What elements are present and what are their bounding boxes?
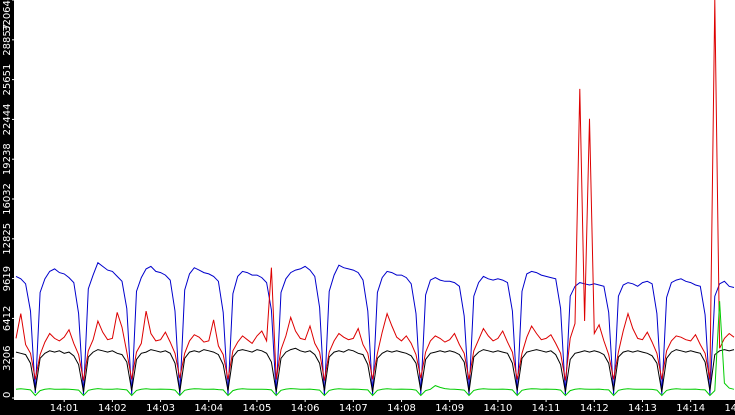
x-tick-label: 14:08	[387, 403, 416, 414]
y-tick-label: 19238	[2, 143, 13, 175]
y-tick-label: 28857	[2, 24, 13, 56]
x-tick-label: 14:12	[580, 403, 609, 414]
y-tick-label: 0	[2, 392, 13, 398]
y-tick-label: 25651	[2, 64, 13, 96]
x-tick-label: 14:07	[339, 403, 368, 414]
x-tick-label: 14:09	[435, 403, 464, 414]
x-tick-label: 14:03	[146, 403, 175, 414]
y-tick-label: 12825	[2, 223, 13, 255]
x-axis-strip	[0, 400, 735, 415]
y-tick-label: 22444	[2, 104, 13, 136]
series-line	[15, 301, 735, 397]
y-tick-label: 3206	[2, 345, 13, 370]
x-tick-label: 14:06	[291, 403, 320, 414]
x-tick-label: 14:04	[194, 403, 223, 414]
x-tick-label: 14:14	[676, 403, 705, 414]
series-line	[15, 261, 735, 396]
y-tick-label: 16032	[2, 183, 13, 215]
y-tick-label: 32064	[2, 0, 13, 32]
y-tick-label: 9619	[2, 266, 13, 291]
x-tick-label: 14:10	[483, 403, 512, 414]
y-axis-strip	[0, 0, 14, 415]
series-line	[15, 347, 735, 392]
x-tick-label: 14:13	[628, 403, 657, 414]
x-tick-label: 14:02	[98, 403, 127, 414]
x-tick-label: 14:11	[532, 403, 561, 414]
x-tick-label: 14:01	[50, 403, 79, 414]
x-tick-label: 14:15	[724, 403, 735, 414]
y-tick-label: 6412	[2, 306, 13, 331]
series-line	[15, 0, 735, 381]
x-tick-label: 14:05	[243, 403, 272, 414]
